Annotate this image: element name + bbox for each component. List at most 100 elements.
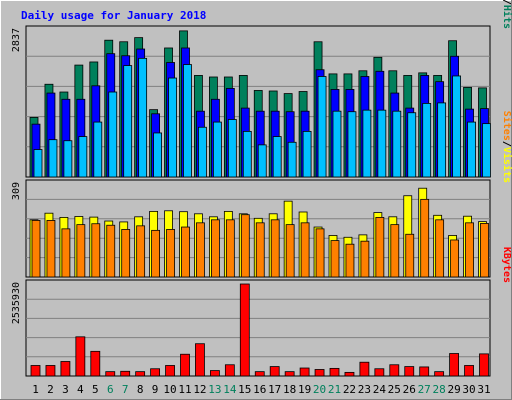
bar-pages-day-24 [377,109,387,178]
x-tick-label: 31 [477,383,490,396]
bar-pages-day-20 [317,76,327,178]
bar-pages-day-9 [153,132,163,178]
x-tick-label: 23 [358,383,371,396]
x-tick-label: 9 [152,383,159,396]
hits-panel: 2837 Pages/Files/Hits [11,0,512,178]
bar-pages-day-7 [123,65,133,178]
bar-pages-day-21 [332,110,342,178]
bar-sites-day-9 [151,229,161,278]
bar-sites-day-31 [480,223,489,278]
bar-kbytes-day-9 [150,368,161,377]
legend: Pages/Files/Hits [501,0,512,29]
bar-sites-day-4 [76,224,86,278]
legend: Sites/Visits [501,111,512,183]
bar-pages-day-4 [78,136,88,178]
legend-entry: Visits [501,147,512,183]
bar-pages-day-19 [302,131,312,178]
bar-pages-day-1 [33,149,43,178]
bar-sites-day-10 [166,229,175,278]
x-tick-label: 29 [447,383,460,396]
bar-sites-day-16 [255,222,265,278]
bar-kbytes-day-13 [209,370,220,377]
x-tick-label: 6 [107,383,114,396]
bar-kbytes-day-2 [45,365,56,377]
x-tick-label: 30 [462,383,475,396]
x-tick-label: 2 [47,383,54,396]
bar-sites-day-11 [181,226,190,278]
bar-pages-day-29 [452,75,462,178]
bar-kbytes-day-20 [314,369,325,377]
y-max-label: 2535930 [11,282,22,324]
bar-pages-day-16 [257,144,267,178]
bar-pages-day-28 [437,102,447,178]
bar-kbytes-day-19 [299,367,310,377]
bar-kbytes-day-24 [374,368,385,377]
chart-title: Daily usage for January 2018 [21,9,206,22]
bar-pages-day-26 [407,112,417,178]
x-tick-label: 10 [163,383,176,396]
x-tick-label: 15 [238,383,251,396]
bar-sites-day-24 [375,217,385,278]
bar-pages-day-10 [168,77,177,178]
bar-sites-day-12 [196,222,205,278]
x-tick-label: 16 [253,383,266,396]
bar-sites-day-20 [315,228,325,278]
bar-kbytes-day-25 [389,364,400,377]
bar-sites-day-8 [136,225,146,278]
bar-kbytes-day-17 [269,366,280,377]
bar-kbytes-day-18 [284,371,295,377]
legend-entry: Hits [501,5,512,29]
bar-pages-day-12 [198,126,207,178]
x-tick-label: 18 [283,383,296,396]
y-max-label: 309 [11,182,22,200]
x-tick-label: 28 [433,383,446,396]
x-tick-label: 11 [178,383,191,396]
bar-sites-day-14 [225,219,235,278]
bar-kbytes-day-28 [434,371,445,377]
bar-kbytes-day-27 [419,366,430,377]
bar-kbytes-day-26 [404,366,415,377]
bar-pages-day-31 [482,123,491,178]
x-tick-label: 27 [418,383,431,396]
bar-sites-day-29 [450,239,460,278]
visits-panel: 309 Sites/Visits [11,111,512,278]
bar-kbytes-day-15 [239,283,250,377]
bar-pages-day-13 [212,121,222,178]
x-tick-label: 20 [313,383,326,396]
bar-sites-day-27 [420,198,430,278]
bar-sites-day-25 [390,224,400,278]
bar-pages-day-2 [48,139,58,178]
bar-pages-day-14 [227,119,237,178]
bar-sites-day-2 [46,220,56,278]
bar-sites-day-5 [91,223,101,278]
bar-sites-day-1 [31,220,41,278]
bar-pages-day-23 [362,109,372,178]
bar-kbytes-day-4 [75,336,86,377]
x-tick-label: 22 [343,383,356,396]
bar-kbytes-day-8 [135,371,146,377]
x-tick-label: 21 [328,383,341,396]
chart-panels: 2837Pages/Files/Hits309Sites/Visits25359… [11,0,512,377]
bar-kbytes-day-3 [60,361,71,377]
x-tick-label: 3 [62,383,69,396]
legend-entry: / [501,141,512,147]
x-tick-label: 17 [268,383,281,396]
bar-pages-day-25 [392,110,402,178]
bar-kbytes-day-23 [359,361,370,377]
bar-sites-day-19 [300,222,310,278]
bar-pages-day-6 [108,91,118,178]
bar-sites-day-26 [405,233,415,278]
x-tick-label: 26 [403,383,416,396]
bar-kbytes-day-29 [449,353,460,377]
bar-pages-day-11 [183,64,192,178]
bar-sites-day-17 [270,219,280,278]
bar-sites-day-21 [330,240,340,278]
x-tick-label: 4 [77,383,84,396]
bar-sites-day-22 [345,243,355,278]
bar-pages-day-27 [422,103,432,178]
kbytes-panel: 2535930 KBytes [11,247,512,377]
bar-pages-day-15 [242,131,252,178]
bar-pages-day-18 [287,141,297,178]
bar-pages-day-3 [63,140,73,178]
